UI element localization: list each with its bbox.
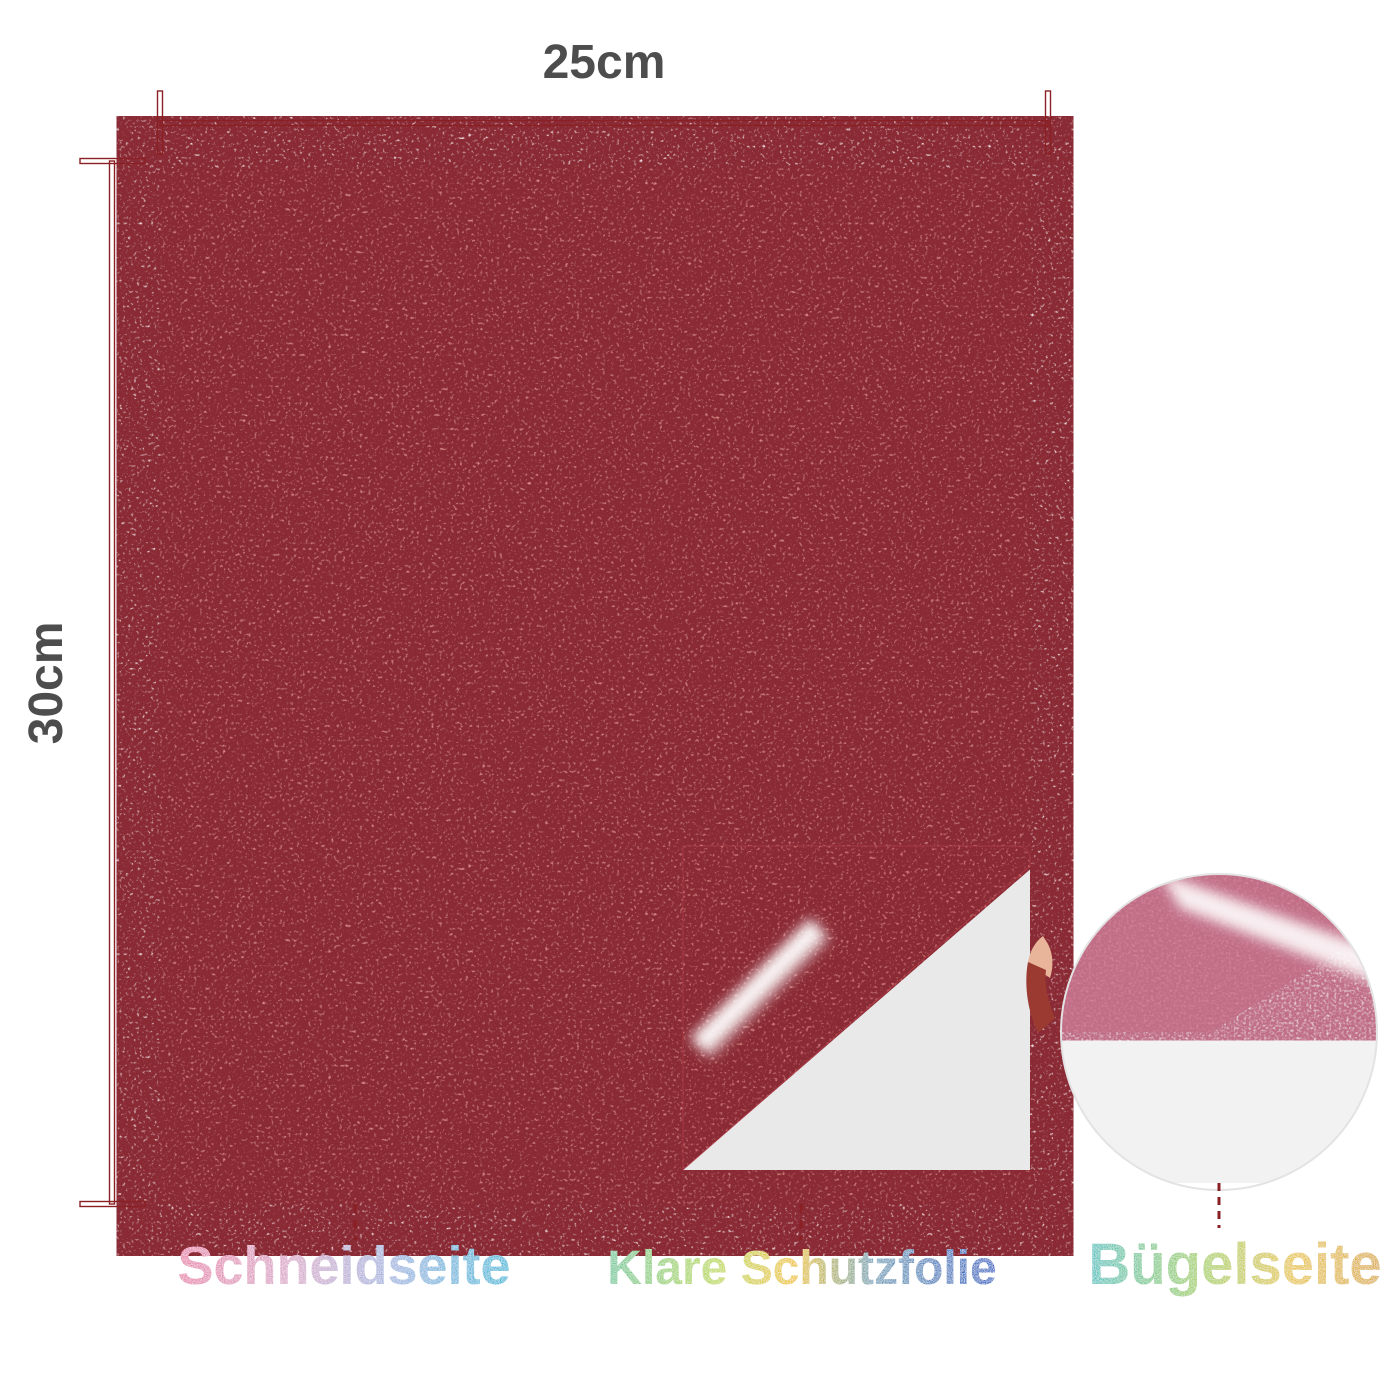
svg-text:Bügelseite: Bügelseite: [1088, 1232, 1381, 1297]
svg-text:25cm: 25cm: [543, 36, 666, 89]
svg-text:Klare Schutzfolie: Klare Schutzfolie: [607, 1242, 996, 1295]
svg-text:Schneidseite: Schneidseite: [177, 1236, 510, 1296]
svg-text:30cm: 30cm: [20, 622, 73, 745]
